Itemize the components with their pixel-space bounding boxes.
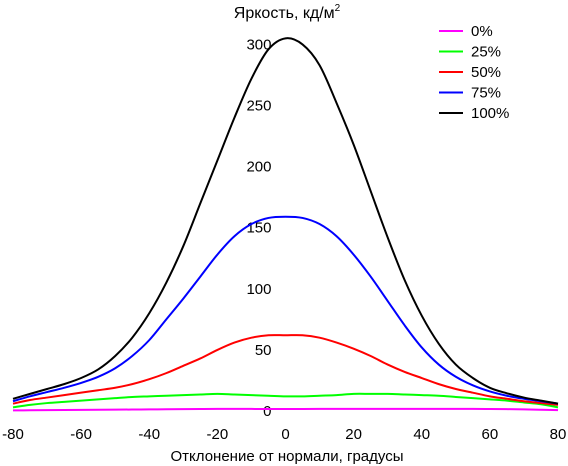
y-tick-label: 50 xyxy=(255,342,272,359)
x-tick-label: -60 xyxy=(70,426,92,443)
y-tick-label: 150 xyxy=(246,220,271,237)
x-tick-label: 60 xyxy=(482,426,499,443)
legend-label: 25% xyxy=(471,44,501,61)
y-axis-tick-labels: 0 50 100 150 200 250 300 xyxy=(246,36,271,420)
series-line-5 xyxy=(12,37,559,405)
x-tick-label: 40 xyxy=(413,426,430,443)
y-tick-label: 0 xyxy=(263,403,271,420)
legend-label: 0% xyxy=(471,23,493,40)
chart-title: Яркость, кд/м2 xyxy=(234,3,341,22)
x-axis-title: Отклонение от нормали, градусы xyxy=(171,448,404,465)
x-tick-label: -20 xyxy=(207,426,229,443)
x-tick-label: 80 xyxy=(550,426,567,443)
chart-title-superscript: 2 xyxy=(335,3,341,14)
y-tick-label: 300 xyxy=(246,36,271,53)
x-tick-label: -40 xyxy=(138,426,160,443)
legend-label: 100% xyxy=(471,105,509,122)
y-tick-label: 100 xyxy=(246,281,271,298)
y-tick-label: 250 xyxy=(246,98,271,115)
series-line-2 xyxy=(12,392,559,409)
series-line-3 xyxy=(12,334,559,406)
chart-title-text: Яркость, кд/м xyxy=(234,5,335,22)
x-tick-label: -80 xyxy=(2,426,24,443)
y-tick-label: 200 xyxy=(246,159,271,176)
x-axis-tick-labels: -80 -60 -40 -20 0 20 40 60 80 xyxy=(2,426,566,443)
legend: 0% 25% 50% 75% 100% xyxy=(439,23,509,122)
legend-label: 50% xyxy=(471,64,501,81)
series-line-4 xyxy=(12,215,559,405)
x-tick-label: 0 xyxy=(281,426,289,443)
series-lines xyxy=(12,37,559,412)
x-tick-label: 20 xyxy=(345,426,362,443)
legend-label: 75% xyxy=(471,85,501,102)
series-line-1 xyxy=(12,407,559,412)
